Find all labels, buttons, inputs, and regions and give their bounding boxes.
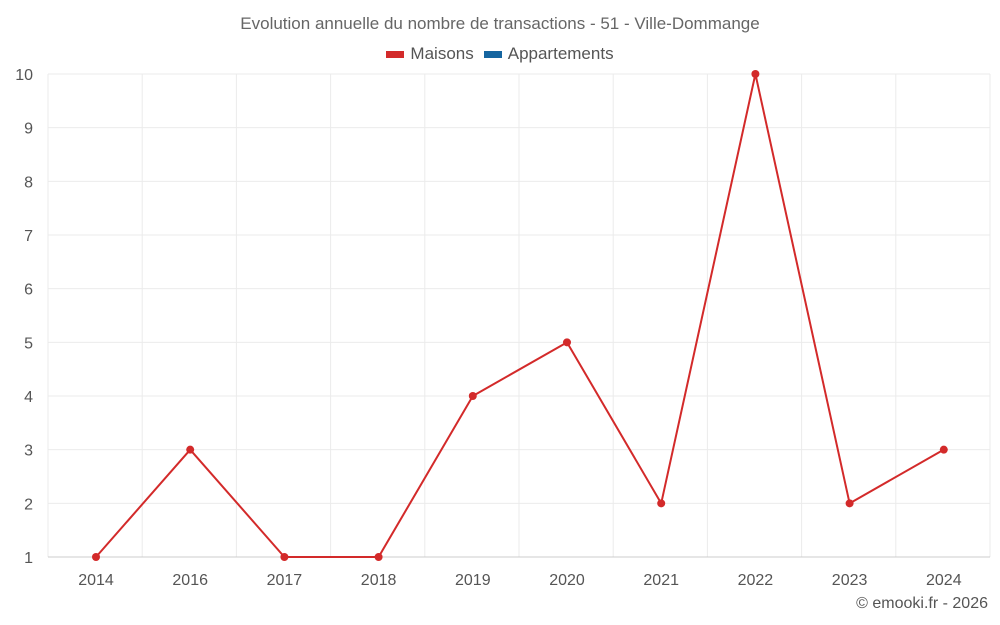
legend-swatch-maisons <box>386 50 405 58</box>
y-tick-label: 5 <box>24 335 33 352</box>
x-tick-label: 2018 <box>361 572 397 589</box>
series-line-maisons <box>95 73 945 558</box>
y-tick-label: 1 <box>24 550 33 567</box>
data-point <box>657 499 666 508</box>
legend-label-appartements: Appartements <box>507 44 614 63</box>
y-tick-label: 9 <box>24 121 33 138</box>
data-point <box>280 553 289 561</box>
y-tick-label: 8 <box>24 174 33 191</box>
data-point <box>374 553 383 561</box>
data-point <box>939 445 948 454</box>
x-tick-label: 2017 <box>267 572 303 589</box>
x-tick-label: 2024 <box>926 572 962 589</box>
y-tick-label: 4 <box>24 389 33 406</box>
x-tick-label: 2020 <box>549 572 585 589</box>
y-tick-label: 6 <box>24 282 33 299</box>
credit-text: © emooki.fr - 2026 <box>856 595 988 612</box>
y-tick-label: 10 <box>15 67 33 84</box>
data-point <box>186 445 195 454</box>
x-tick-label: 2021 <box>643 572 679 589</box>
x-tick-label: 2022 <box>738 572 774 589</box>
legend-item-appartements[interactable]: Appartements <box>483 44 614 64</box>
y-tick-label: 7 <box>24 228 33 245</box>
x-tick-label: 2023 <box>832 572 868 589</box>
legend: Maisons Appartements <box>0 44 1000 64</box>
data-point <box>751 70 760 78</box>
x-tick-label: 2016 <box>172 572 208 589</box>
legend-item-maisons[interactable]: Maisons <box>386 44 474 64</box>
chart-title: Evolution annuelle du nombre de transact… <box>240 14 760 33</box>
y-tick-label: 2 <box>24 496 33 513</box>
data-point <box>92 553 100 561</box>
data-point <box>468 392 477 400</box>
x-tick-label: 2019 <box>455 572 491 589</box>
data-point <box>845 499 854 508</box>
legend-label-maisons: Maisons <box>410 44 474 63</box>
y-tick-label: 3 <box>24 443 33 460</box>
x-tick-label: 2014 <box>78 572 114 589</box>
data-point <box>563 338 571 347</box>
legend-swatch-appartements <box>483 50 502 58</box>
